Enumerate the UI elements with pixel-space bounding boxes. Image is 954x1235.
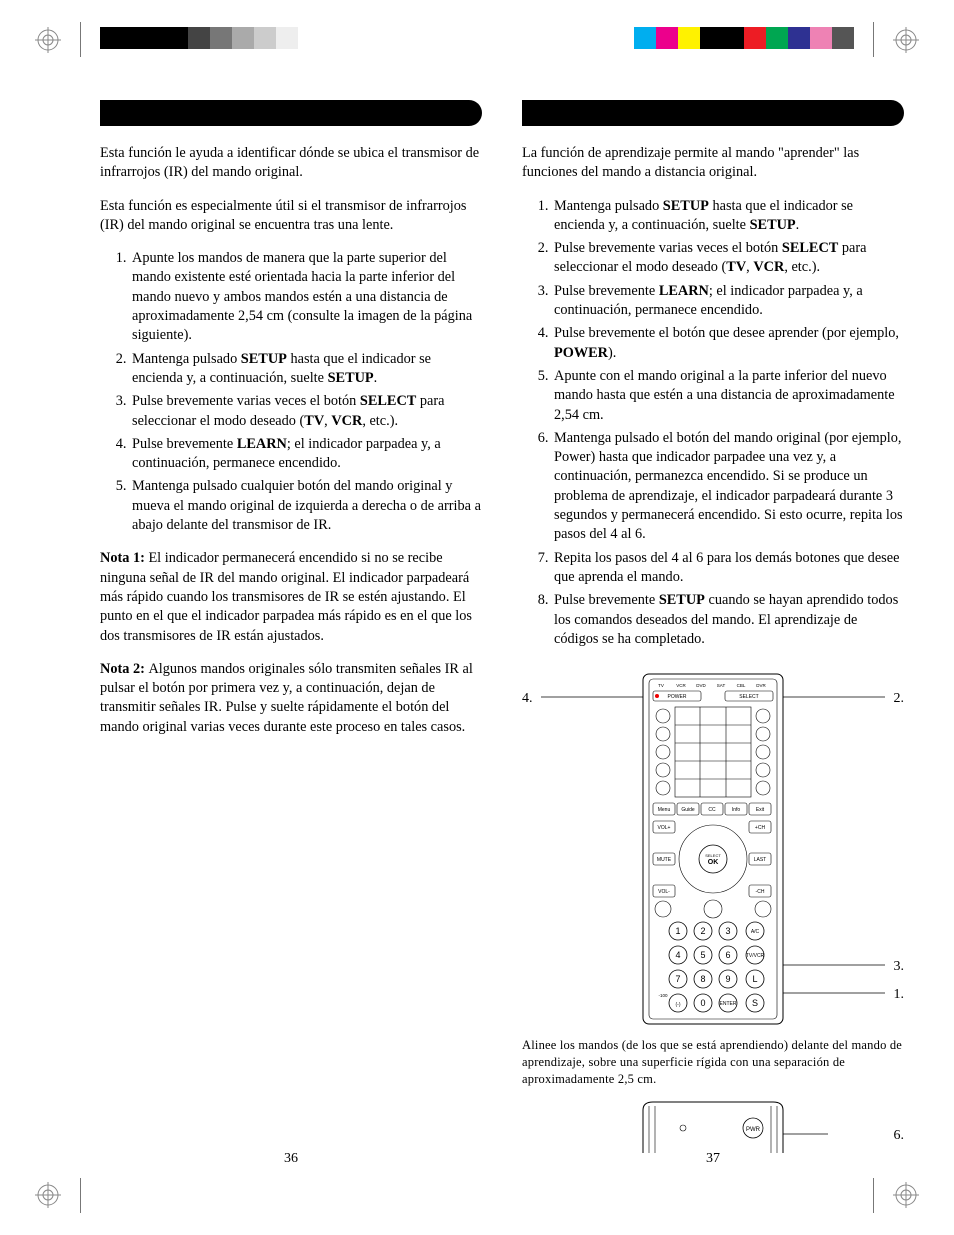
- svg-text:TV/VCR: TV/VCR: [746, 953, 765, 959]
- svg-text:SAT: SAT: [717, 683, 726, 688]
- list-item: Mantenga pulsado SETUP hasta que el indi…: [130, 350, 482, 389]
- list-item: Apunte con el mando original a la parte …: [552, 367, 904, 425]
- list-item: Pulse brevemente LEARN; el indicador par…: [130, 435, 482, 474]
- svg-text:5: 5: [700, 950, 705, 960]
- svg-text:S: S: [752, 998, 758, 1008]
- svg-text:(-): (-): [676, 1002, 681, 1008]
- remote-bottom-diagram: 6. PWR: [522, 1098, 904, 1153]
- list-item: Pulse brevemente el botón que desee apre…: [552, 324, 904, 363]
- list-item: Mantenga pulsado SETUP hasta que el indi…: [552, 197, 904, 236]
- svg-text:Guide: Guide: [681, 807, 695, 813]
- ordered-list: Apunte los mandos de manera que la parte…: [100, 249, 482, 535]
- left-column: Esta función le ayuda a identificar dónd…: [100, 100, 482, 1175]
- svg-text:-100: -100: [658, 993, 668, 998]
- svg-text:VOL-: VOL-: [658, 889, 670, 895]
- svg-text:VOL+: VOL+: [658, 825, 671, 831]
- note-paragraph: Nota 1: El indicador permanecerá encendi…: [100, 549, 482, 645]
- list-item: Pulse brevemente SETUP cuando se hayan a…: [552, 591, 904, 649]
- callout-label: 1.: [894, 987, 905, 1003]
- svg-text:DVR: DVR: [756, 683, 766, 688]
- svg-text:-CH: -CH: [756, 889, 765, 895]
- paragraph: Esta función le ayuda a identificar dónd…: [100, 144, 482, 183]
- right-column: La función de aprendizaje permite al man…: [522, 100, 904, 1175]
- section-header-bar: [100, 100, 482, 126]
- svg-text:SELECT: SELECT: [705, 853, 721, 858]
- registration-mark-icon: [893, 27, 919, 53]
- page-number: 36: [100, 1151, 482, 1167]
- svg-text:Info: Info: [732, 807, 741, 813]
- svg-text:2: 2: [700, 926, 705, 936]
- svg-text:VCR: VCR: [676, 683, 686, 688]
- svg-text:PWR: PWR: [746, 1127, 761, 1133]
- list-item: Mantenga pulsado cualquier botón del man…: [130, 477, 482, 535]
- figure-caption: Alinee los mandos (de los que se está ap…: [522, 1037, 904, 1088]
- crop-line: [873, 1178, 874, 1213]
- svg-text:4: 4: [675, 950, 680, 960]
- svg-text:POWER: POWER: [668, 694, 687, 700]
- svg-text:3: 3: [725, 926, 730, 936]
- svg-text:LAST: LAST: [754, 857, 767, 863]
- svg-text:L: L: [752, 974, 757, 984]
- svg-text:CBL: CBL: [737, 683, 746, 688]
- svg-text:A/C: A/C: [751, 929, 760, 935]
- remote-bottom-illustration-icon: PWR: [583, 1098, 843, 1153]
- list-item: Repita los pasos del 4 al 6 para los dem…: [552, 549, 904, 588]
- svg-text:DVD: DVD: [696, 683, 706, 688]
- callout-label: 2.: [894, 691, 905, 707]
- crop-line: [80, 22, 81, 57]
- svg-text:CC: CC: [708, 807, 716, 813]
- svg-text:Exit: Exit: [756, 807, 765, 813]
- svg-text:8: 8: [700, 974, 705, 984]
- registration-mark-icon: [35, 27, 61, 53]
- crop-line: [873, 22, 874, 57]
- ordered-list: Mantenga pulsado SETUP hasta que el indi…: [522, 197, 904, 650]
- svg-text:ENTER: ENTER: [720, 1001, 737, 1007]
- paragraph: Esta función es especialmente útil si el…: [100, 197, 482, 236]
- svg-text:0: 0: [700, 998, 705, 1008]
- svg-text:6: 6: [725, 950, 730, 960]
- callout-label: 4.: [522, 691, 533, 707]
- svg-text:SELECT: SELECT: [739, 694, 758, 700]
- registration-mark-icon: [893, 1182, 919, 1208]
- callout-label: 6.: [894, 1128, 905, 1144]
- color-bar-right: [634, 27, 854, 49]
- paragraph: La función de aprendizaje permite al man…: [522, 144, 904, 183]
- callout-label: 3.: [894, 959, 905, 975]
- page-number: 37: [522, 1151, 904, 1167]
- remote-diagram: 4. 2. 3. 1. TV VCR DVD SAT CBL: [522, 669, 904, 1029]
- svg-text:Menu: Menu: [658, 807, 671, 813]
- note-paragraph: Nota 2: Algunos mandos originales sólo t…: [100, 660, 482, 737]
- remote-illustration-icon: TV VCR DVD SAT CBL DVR POWER SELECT: [523, 669, 903, 1029]
- svg-text:+CH: +CH: [755, 825, 766, 831]
- list-item: Apunte los mandos de manera que la parte…: [130, 249, 482, 345]
- list-item: Mantenga pulsado el botón del mando orig…: [552, 429, 904, 545]
- svg-text:MUTE: MUTE: [657, 857, 672, 863]
- registration-mark-icon: [35, 1182, 61, 1208]
- section-header-bar: [522, 100, 904, 126]
- svg-text:OK: OK: [708, 859, 719, 866]
- svg-text:9: 9: [725, 974, 730, 984]
- color-bar-left: [100, 27, 298, 49]
- svg-text:7: 7: [675, 974, 680, 984]
- svg-text:TV: TV: [658, 683, 664, 688]
- svg-text:1: 1: [675, 926, 680, 936]
- crop-line: [80, 1178, 81, 1213]
- list-item: Pulse brevemente varias veces el botón S…: [130, 392, 482, 431]
- list-item: Pulse brevemente varias veces el botón S…: [552, 239, 904, 278]
- list-item: Pulse brevemente LEARN; el indicador par…: [552, 282, 904, 321]
